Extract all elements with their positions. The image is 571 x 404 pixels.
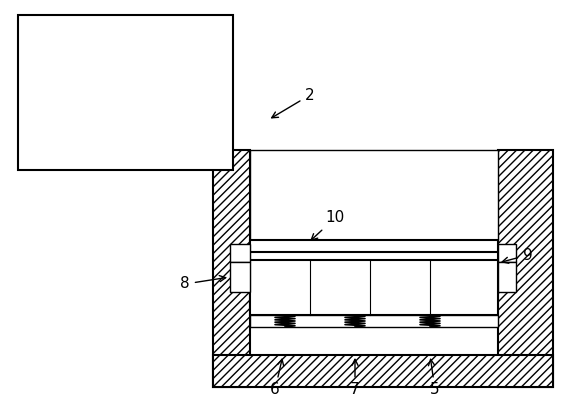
Text: 9: 9 — [502, 248, 533, 263]
Bar — [18, 15, 233, 170]
Bar — [213, 355, 553, 387]
Text: 7: 7 — [350, 359, 360, 398]
Text: 2: 2 — [272, 88, 315, 118]
Bar — [230, 262, 250, 292]
Bar — [213, 150, 250, 387]
Bar — [250, 150, 498, 240]
Bar — [250, 315, 498, 327]
Bar — [230, 244, 250, 262]
Text: 6: 6 — [270, 359, 284, 398]
Text: 5: 5 — [428, 359, 440, 398]
Text: 10: 10 — [311, 210, 345, 240]
Bar — [498, 262, 516, 292]
Text: 8: 8 — [180, 276, 226, 292]
Bar — [498, 244, 516, 262]
Bar — [498, 150, 553, 387]
Bar — [250, 240, 498, 252]
Bar — [250, 260, 498, 315]
